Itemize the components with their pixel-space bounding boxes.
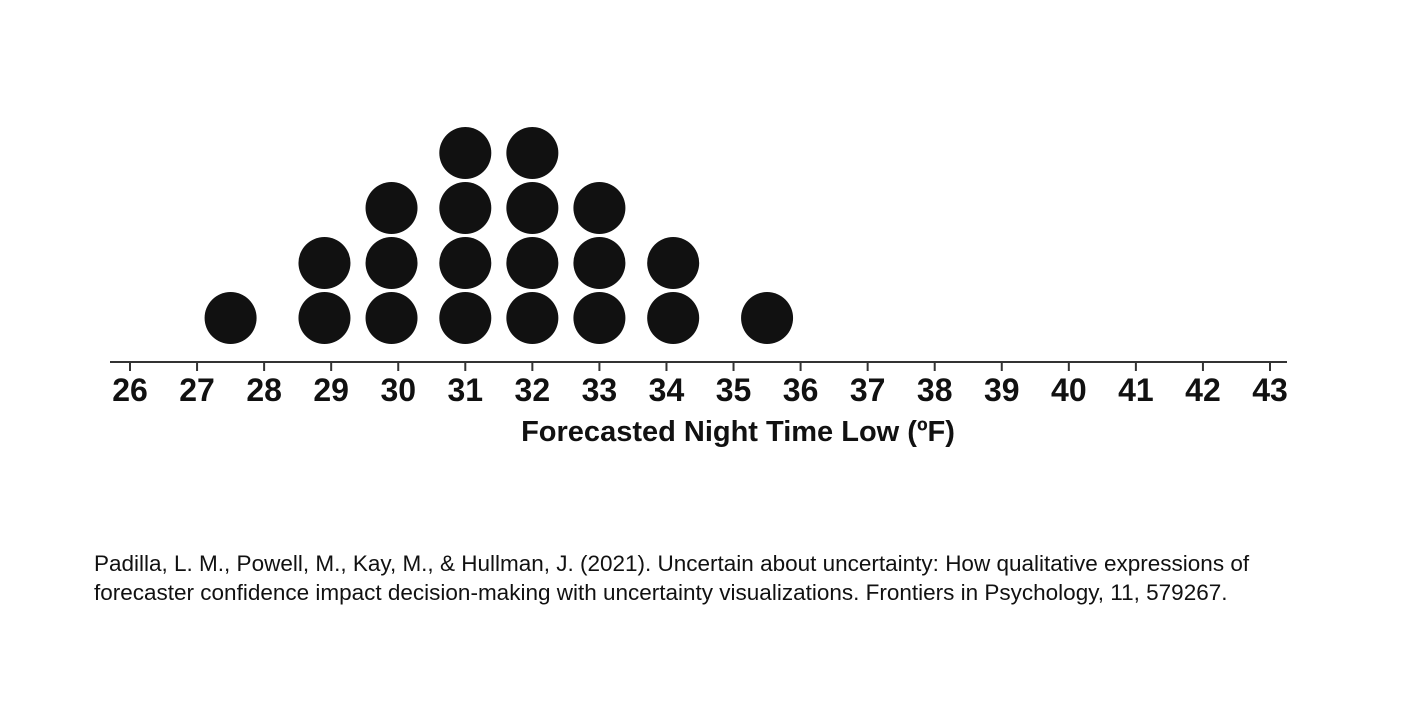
x-tick-label: 40: [1051, 372, 1087, 408]
dot-marker: [204, 292, 257, 344]
dot-marker: [365, 182, 418, 234]
x-tick-label: 27: [179, 372, 215, 408]
x-tick-label: 33: [582, 372, 618, 408]
x-tick-label: 28: [246, 372, 282, 408]
x-tick-label: 34: [649, 372, 685, 408]
dot-marker: [741, 292, 794, 344]
x-tick-label: 31: [447, 372, 483, 408]
dot-marker: [298, 292, 351, 344]
dot-marker: [439, 292, 492, 344]
x-tick-label: 32: [515, 372, 551, 408]
dot-marker: [439, 237, 492, 289]
dot-marker: [506, 237, 559, 289]
dot-marker: [647, 237, 700, 289]
dot-marker: [573, 182, 626, 234]
dot-plot-chart: 26 27 28 29 30 31 32 33 34 35 36 37 38 39 40 41 42 43 For…: [110, 127, 1288, 448]
x-tick-label: 37: [850, 372, 886, 408]
x-tick-label: 43: [1252, 372, 1288, 408]
dot-marker: [573, 237, 626, 289]
x-tick-label: 42: [1185, 372, 1221, 408]
dot-marker: [298, 237, 351, 289]
dot-marker: [573, 292, 626, 344]
dot-marker: [439, 182, 492, 234]
dot-marker: [506, 292, 559, 344]
dots-layer: [204, 127, 794, 344]
dot-marker: [365, 292, 418, 344]
x-tick-label: 29: [313, 372, 349, 408]
x-tick-label: 36: [783, 372, 819, 408]
citation-text: Padilla, L. M., Powell, M., Kay, M., & H…: [94, 551, 1250, 605]
x-tick-label: 41: [1118, 372, 1154, 408]
dot-marker: [365, 237, 418, 289]
x-tick-label: 26: [112, 372, 148, 408]
x-axis-title: Forecasted Night Time Low (ºF): [521, 416, 955, 448]
x-tick-label: 35: [716, 372, 752, 408]
dot-marker: [506, 127, 559, 179]
x-axis-ticks: 26 27 28 29 30 31 32 33 34 35 36 37 38 39 40 41 42 43: [112, 362, 1288, 408]
x-tick-label: 30: [380, 372, 416, 408]
x-tick-label: 39: [984, 372, 1020, 408]
dot-marker: [647, 292, 700, 344]
x-tick-label: 38: [917, 372, 953, 408]
dot-marker: [506, 182, 559, 234]
dot-marker: [439, 127, 492, 179]
